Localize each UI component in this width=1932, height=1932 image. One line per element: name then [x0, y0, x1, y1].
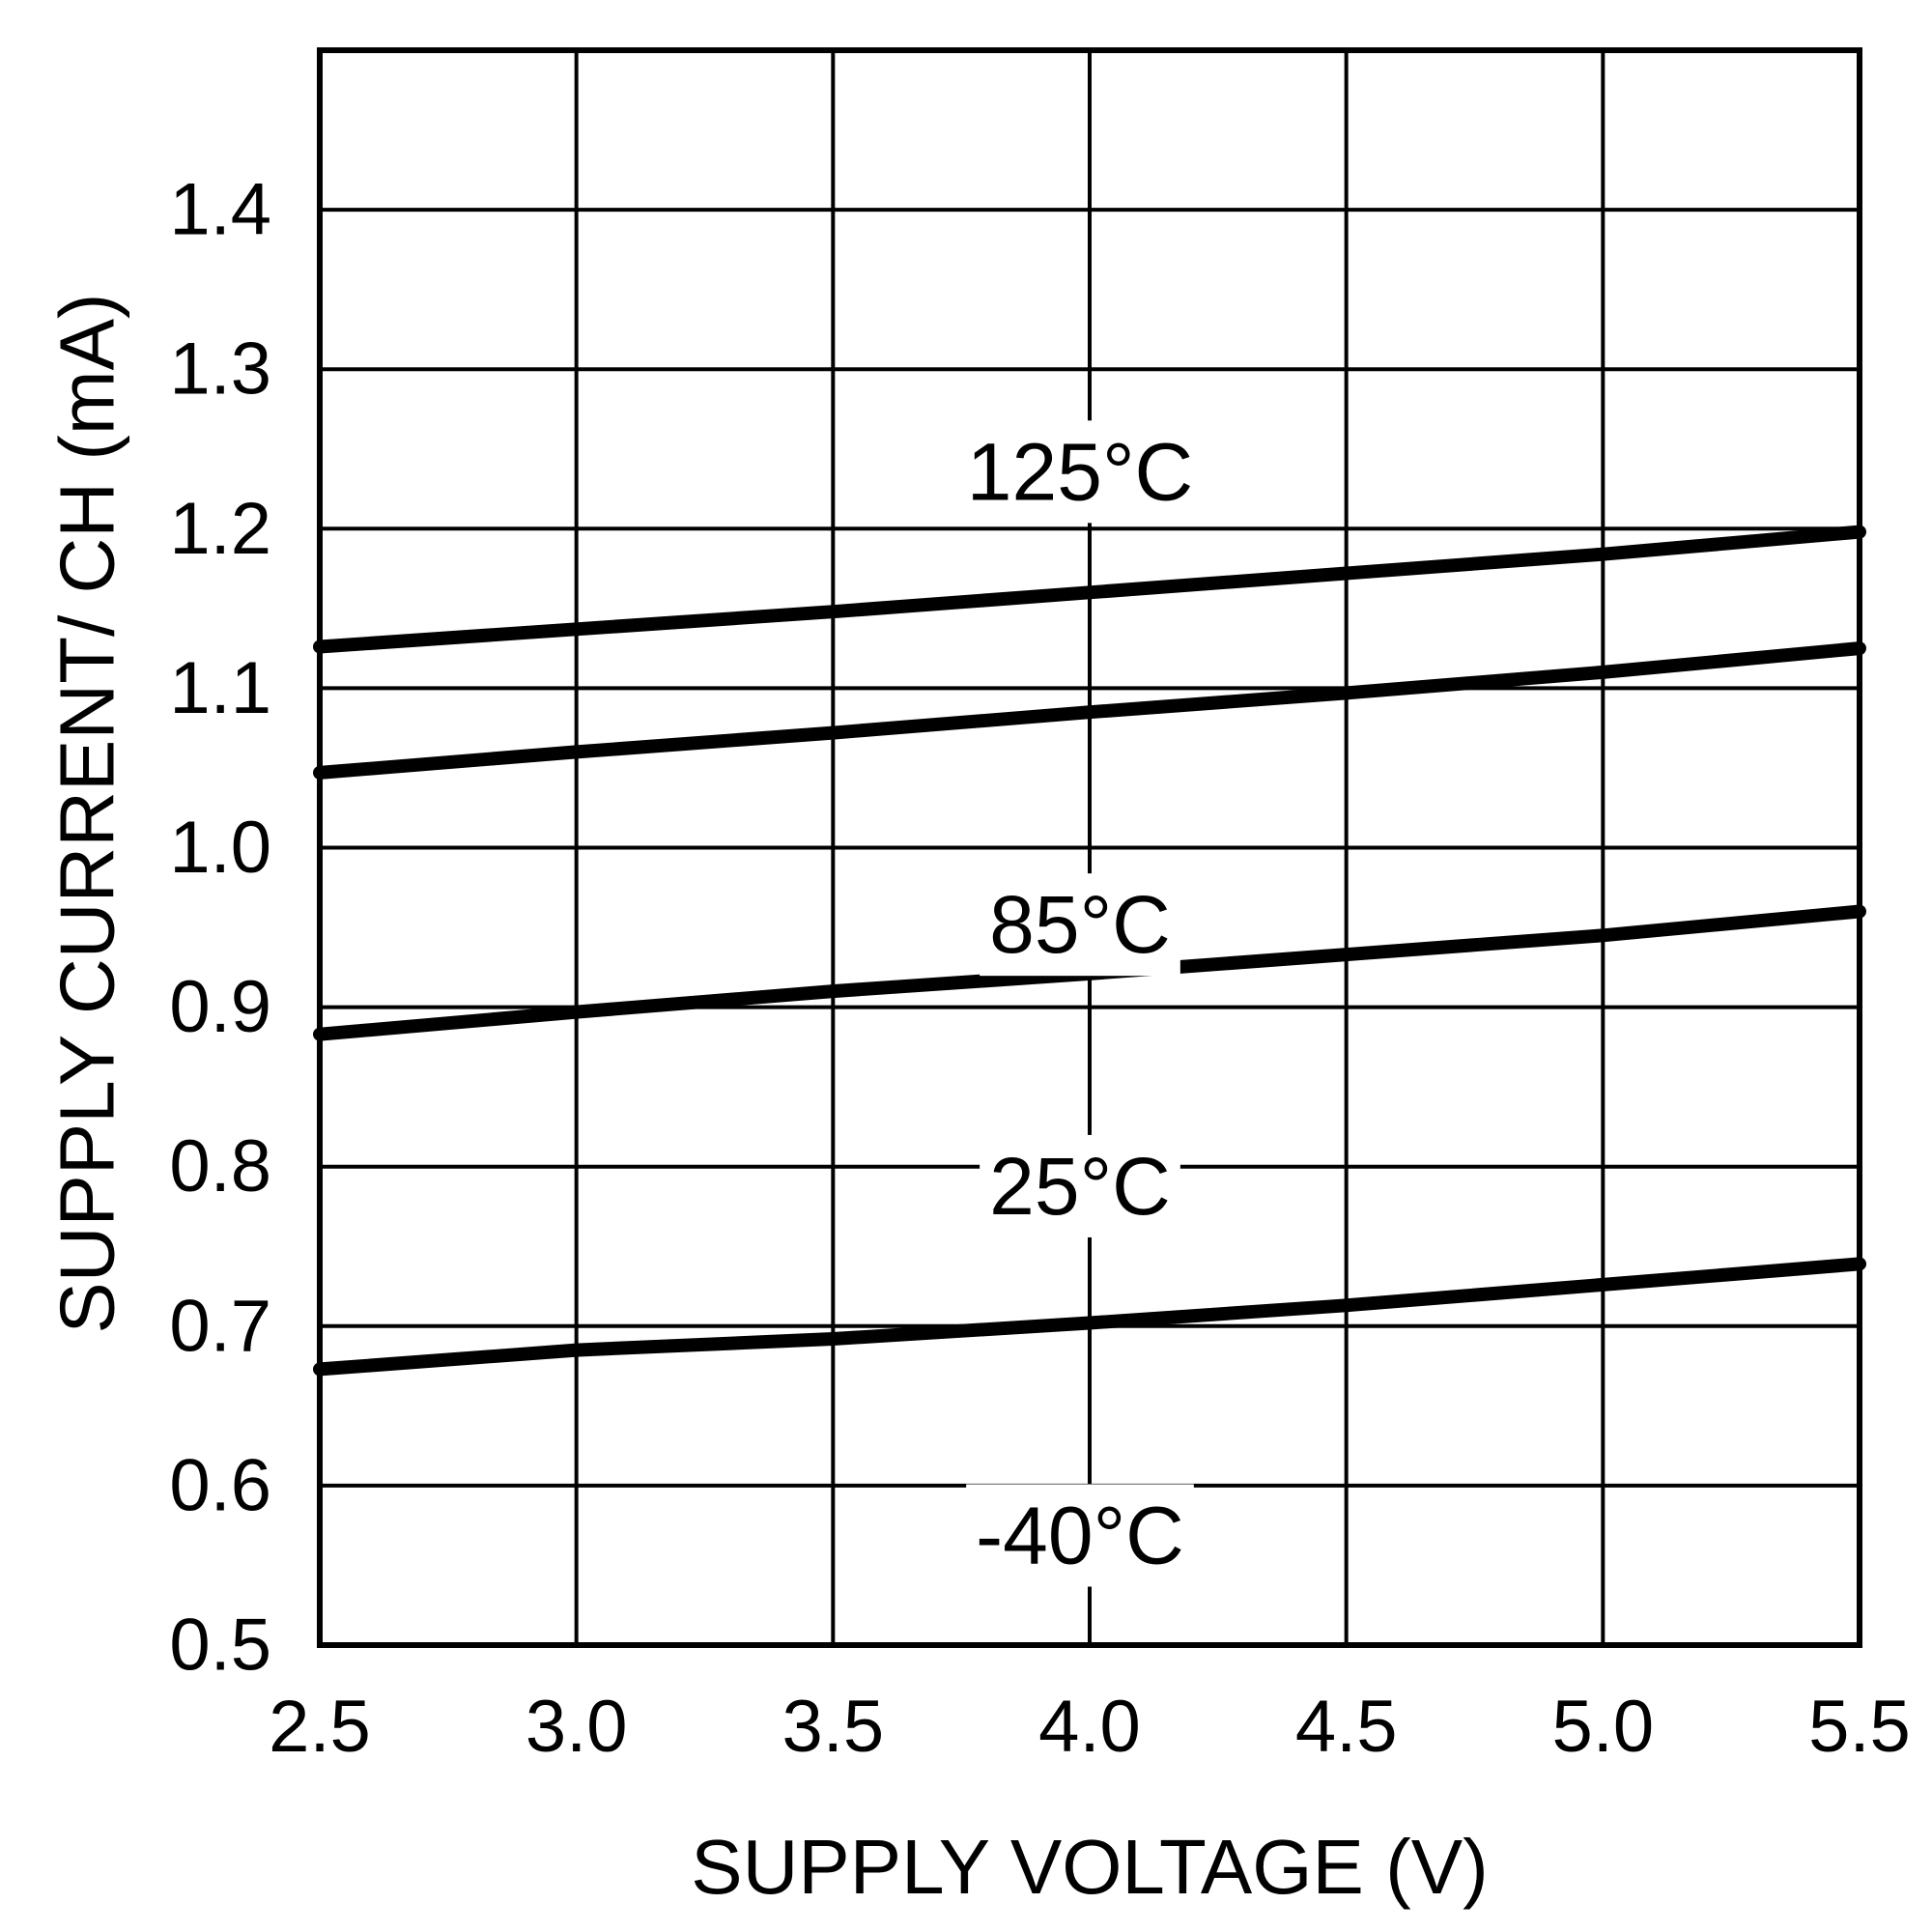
x-tick-label: 5.5	[1808, 1686, 1911, 1768]
series-line	[313, 525, 1866, 654]
curve-label: 85°C	[980, 873, 1180, 977]
curve-label-text: 85°C	[989, 879, 1171, 970]
y-tick-labels: 0.5 0.6 0.7 0.8 0.9 1.0 1.1 1.2 1.3 1.4	[169, 169, 271, 1687]
curve-label-background	[980, 873, 1180, 977]
series-line	[313, 641, 1866, 780]
curve-label: 125°C	[956, 420, 1204, 524]
y-tick-label: 0.7	[169, 1285, 271, 1367]
curve-label-text: -40°C	[976, 1490, 1184, 1580]
y-tick-label: 0.6	[169, 1444, 271, 1526]
curve-label-background	[980, 1134, 1180, 1237]
curve-labels: 125°C 85°C 25°C -40°C	[956, 420, 1204, 1587]
curve-label-text: 125°C	[967, 426, 1193, 517]
y-tick-label: 0.8	[169, 1125, 271, 1208]
curve-label: 25°C	[980, 1134, 1180, 1237]
y-tick-label: 1.0	[169, 807, 271, 889]
curve-label-text: 25°C	[989, 1141, 1171, 1232]
x-tick-label: 3.0	[526, 1686, 628, 1768]
x-tick-label: 2.5	[269, 1686, 371, 1768]
curve-label-background	[956, 420, 1204, 524]
y-tick-label: 1.4	[169, 169, 271, 251]
y-tick-label: 0.9	[169, 966, 271, 1048]
y-tick-label: 1.1	[169, 647, 271, 729]
x-tick-label: 5.0	[1552, 1686, 1655, 1768]
x-tick-label: 3.5	[782, 1686, 885, 1768]
x-axis-label: SUPPLY VOLTAGE (V)	[691, 1824, 1488, 1910]
grid	[318, 50, 1861, 1647]
y-tick-label: 1.2	[169, 488, 271, 570]
x-tick-label: 4.5	[1295, 1686, 1398, 1768]
y-tick-label: 0.5	[169, 1605, 271, 1687]
y-axis-label: SUPPLY CURRENT/ CH (mA)	[44, 293, 130, 1333]
x-tick-labels: 2.5 3.0 3.5 4.0 4.5 5.0 5.5	[269, 1686, 1911, 1768]
curve-label-background	[966, 1484, 1194, 1587]
y-tick-label: 1.3	[169, 328, 271, 411]
x-tick-label: 4.0	[1038, 1686, 1141, 1768]
plot-frame	[317, 47, 1862, 1648]
series-line	[313, 1257, 1866, 1377]
curve-label: -40°C	[966, 1484, 1194, 1587]
